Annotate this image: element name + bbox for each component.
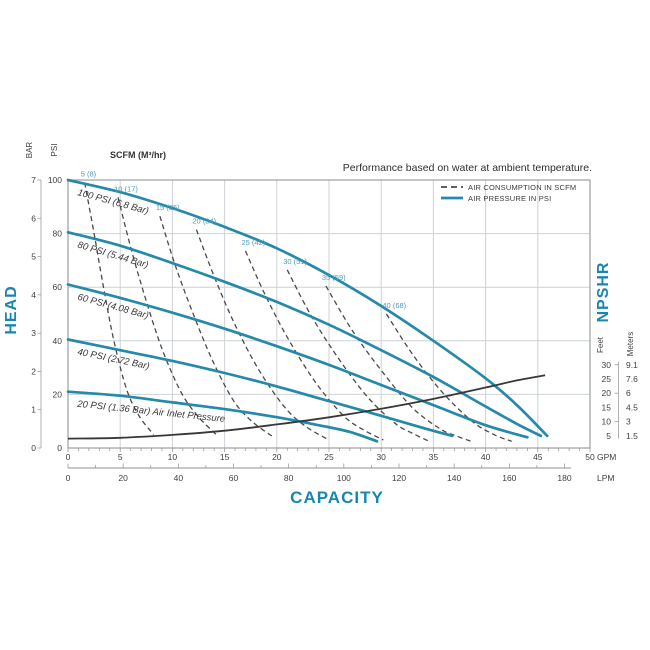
meters-unit-label: Meters — [626, 332, 635, 356]
air-pressure-curve-label: 100 PSI (6.8 Bar) — [76, 187, 150, 217]
air-consumption-curve — [195, 229, 330, 441]
air-consumption-curve — [385, 313, 512, 442]
psi-unit-label: PSI — [50, 144, 59, 157]
air-pressure-curve-label: 20 PSI (1.36 Bar) Air Inlet Pressure — [76, 399, 226, 425]
bar-tick-label: 5 — [31, 252, 36, 262]
feet-tick-label: 25 — [602, 374, 612, 384]
psi-tick-label: 60 — [53, 282, 63, 292]
lpm-tick-label: 120 — [392, 473, 406, 483]
meters-tick-label: 1.5 — [626, 431, 638, 441]
feet-tick-label: 5 — [606, 431, 611, 441]
gpm-tick-label: 5 — [118, 452, 123, 462]
air-consumption-curves — [84, 182, 512, 442]
air-consumption-curve — [244, 250, 384, 441]
feet-tick-label: 15 — [602, 402, 612, 412]
lpm-tick-label: 0 — [66, 473, 71, 483]
air-consumption-curve — [84, 182, 155, 436]
gpm-tick-label: 45 — [533, 452, 543, 462]
scfm-curve-label: 5 (8) — [81, 170, 97, 179]
meters-tick-label: 4.5 — [626, 402, 638, 412]
air-consumption-curve — [286, 269, 430, 442]
scfm-curve-label: 15 (25) — [156, 203, 180, 212]
gpm-tick-label: 30 — [376, 452, 386, 462]
air-consumption-curve — [117, 197, 217, 436]
meters-tick-label: 9.1 — [626, 360, 638, 370]
lpm-tick-label: 140 — [447, 473, 461, 483]
feet-unit-label: Feet — [596, 336, 605, 353]
bar-unit-label: BAR — [25, 142, 34, 159]
feet-tick-label: 10 — [602, 417, 612, 427]
psi-tick-label: 0 — [57, 443, 62, 453]
lpm-tick-label: 60 — [229, 473, 239, 483]
scfm-curve-label: 40 (68) — [382, 301, 406, 310]
scfm-value-labels: 5 (8) 10 (17) 15 (25) 20 (34) 25 (42) 30 (51)… — [81, 170, 407, 310]
chart-title: Performance based on water at ambient te… — [343, 162, 592, 174]
psi-tick-label: 20 — [53, 389, 63, 399]
air-pressure-curves — [66, 178, 549, 443]
npshr-curve — [67, 374, 546, 440]
psi-tick-label: 80 — [53, 229, 63, 239]
lpm-tick-label: 20 — [118, 473, 128, 483]
gpm-unit-label: GPM — [597, 452, 616, 462]
lpm-tick-label: 180 — [557, 473, 571, 483]
air-pressure-curve — [66, 178, 549, 438]
head-axis-title: HEAD — [3, 285, 20, 334]
scfm-curve-label: 10 (17) — [114, 184, 138, 193]
lpm-tick-label: 40 — [174, 473, 184, 483]
scfm-header-label: SCFM (M³/hr) — [110, 150, 166, 160]
legend-symbols — [441, 186, 463, 200]
gpm-tick-label: 25 — [324, 452, 334, 462]
scfm-curve-label: 20 (34) — [192, 217, 216, 226]
bar-tick-label: 7 — [31, 175, 36, 185]
scfm-curve-label: 35 (59) — [322, 273, 346, 282]
scfm-curve-label: 25 (42) — [242, 238, 266, 247]
legend-air-consumption-label: AIR CONSUMPTION IN SCFM — [468, 183, 576, 192]
gpm-tick-label: 50 — [585, 452, 595, 462]
scfm-curve-label: 30 (51) — [283, 257, 307, 266]
gpm-tick-label: 20 — [272, 452, 282, 462]
npshr-performance-curve — [67, 374, 546, 440]
air-pressure-curve — [66, 338, 454, 438]
lpm-tick-label: 160 — [502, 473, 516, 483]
feet-tick-label: 20 — [602, 388, 612, 398]
gpm-tick-label: 35 — [429, 452, 439, 462]
air-pressure-curve-label: 40 PSI (2.72 Bar) — [76, 347, 150, 373]
gpm-tick-label: 0 — [66, 452, 71, 462]
capacity-axis-title: CAPACITY — [290, 488, 384, 507]
lpm-tick-label: 100 — [337, 473, 351, 483]
meters-tick-label: 3 — [626, 417, 631, 427]
feet-tick-label: 30 — [602, 360, 612, 370]
grid-lines — [68, 180, 590, 448]
npshr-axis-title: NPSHR — [595, 261, 612, 322]
bar-tick-label: 6 — [31, 213, 36, 223]
psi-tick-label: 100 — [48, 175, 62, 185]
air-consumption-curve — [325, 285, 472, 442]
air-pressure-curve — [66, 283, 529, 439]
bar-tick-label: 1 — [31, 405, 36, 415]
legend-air-pressure-label: AIR PRESSURE IN PSI — [468, 194, 551, 203]
gpm-tick-label: 40 — [481, 452, 491, 462]
air-pressure-curve — [66, 390, 379, 443]
bottom-axis-ticks: 0 5 10 15 20 25 30 35 40 45 50 0 20 40 60 80 100 120 140 16… — [66, 448, 595, 483]
gpm-tick-label: 10 — [168, 452, 178, 462]
bar-tick-label: 3 — [31, 328, 36, 338]
bar-tick-label: 0 — [31, 443, 36, 453]
lpm-tick-label: 80 — [284, 473, 294, 483]
air-pressure-curve — [66, 230, 543, 438]
psi-tick-label: 40 — [53, 336, 63, 346]
gpm-tick-label: 15 — [220, 452, 230, 462]
lpm-unit-label: LPM — [597, 473, 614, 483]
left-axis-ticks: 7 6 5 4 3 2 1 0 100 80 60 40 20 0 — [31, 175, 62, 453]
bar-tick-label: 4 — [31, 290, 36, 300]
meters-tick-label: 7.6 — [626, 374, 638, 384]
meters-tick-label: 6 — [626, 388, 631, 398]
bar-tick-label: 2 — [31, 366, 36, 376]
npshr-axis-ticks: 30 25 20 15 10 5 9.1 7.6 6 4.5 3 1.5 — [602, 360, 639, 441]
